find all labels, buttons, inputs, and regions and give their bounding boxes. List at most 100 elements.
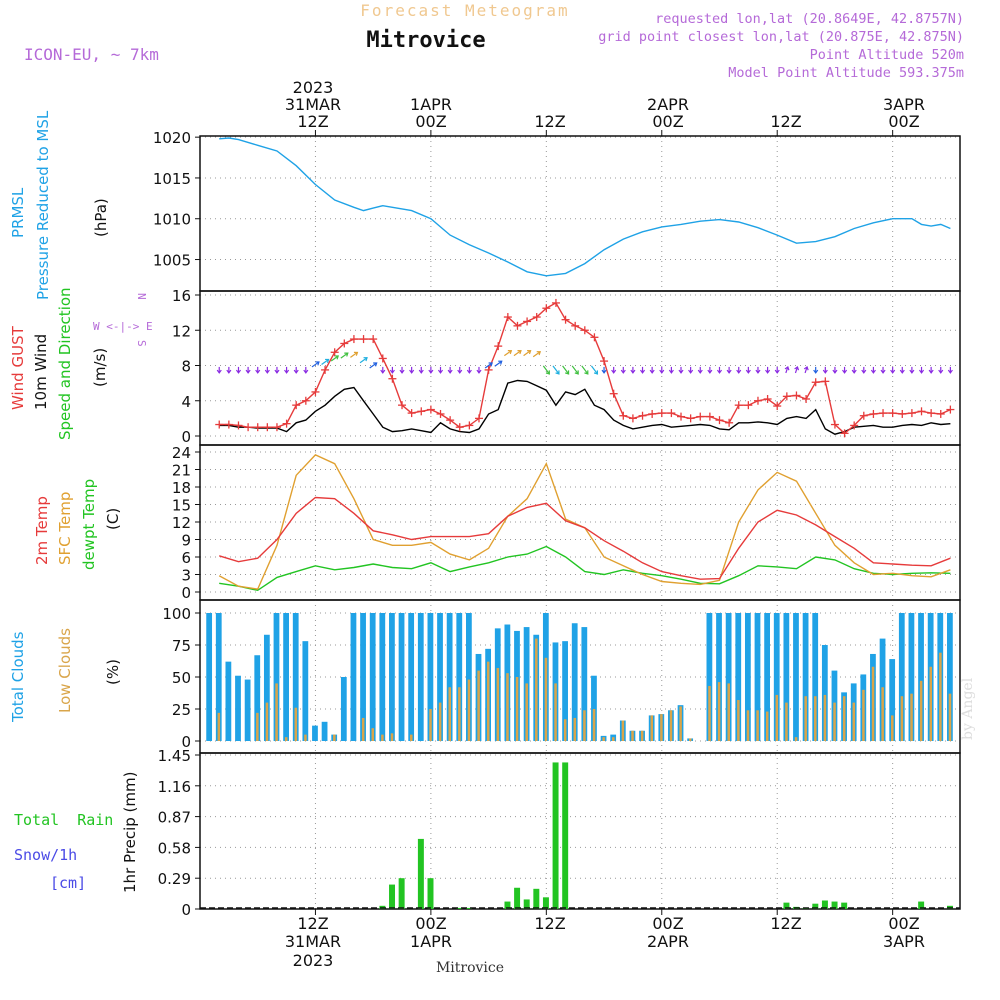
- low-cloud-bar: [631, 730, 634, 741]
- wind-arrow-head: [813, 369, 819, 374]
- total-cloud-bar: [783, 613, 790, 741]
- wind-arrow-head: [918, 369, 925, 374]
- y-tick-label: 0.87: [158, 809, 191, 827]
- pressure-panel-labels: PRMSL Pressure Reduced to MSL (hPa): [9, 110, 110, 300]
- wind-arrow-shaft: [494, 360, 503, 367]
- wind-arrow-head: [909, 369, 915, 374]
- wind-arrow-head: [899, 369, 905, 374]
- wind-arrow-head: [707, 369, 713, 374]
- total-cloud-bar: [215, 613, 222, 741]
- total-cloud-bar: [360, 613, 366, 741]
- rain-bar: [562, 762, 569, 909]
- wind-arrow-head: [593, 370, 599, 375]
- rain-bar: [389, 884, 396, 909]
- compass-south: S: [135, 340, 148, 347]
- wind-arrow-head: [726, 369, 732, 374]
- rain-bar: [523, 899, 530, 909]
- low-cloud-bar: [217, 712, 221, 741]
- temp-2m-line: [218, 496, 951, 580]
- total-cloud-bar: [802, 613, 809, 741]
- wind-arrow-shaft: [359, 357, 368, 364]
- meteogram-title: Forecast Meteogram: [360, 1, 569, 20]
- total-cloud-bar: [706, 613, 713, 741]
- wind-arrow-head: [745, 369, 751, 374]
- total-cloud-bar: [437, 613, 443, 741]
- low-cloud-bar: [573, 717, 577, 741]
- low-cloud-bar: [660, 714, 663, 741]
- low-cloud-bar: [410, 734, 413, 741]
- wind-arrow-head: [947, 369, 953, 374]
- panel-clouds: 100 75 50 25 0: [162, 599, 961, 754]
- low-cloud-bar: [775, 694, 779, 741]
- low-cloud-bar: [371, 728, 375, 741]
- rain-bar: [466, 907, 472, 909]
- y-tick-label: 1.16: [158, 778, 191, 796]
- credit-watermark: by Angel: [960, 677, 976, 740]
- y-tick-label: 1015: [153, 170, 191, 188]
- pressure-label-msl: Pressure Reduced to MSL: [34, 110, 52, 300]
- wind-arrow-head: [488, 362, 493, 367]
- wind-arrow-head: [264, 369, 270, 374]
- total-cloud-bar: [254, 655, 261, 741]
- top-axis-date: 1APR: [410, 95, 452, 114]
- y-tick-label: 24: [172, 444, 191, 462]
- total-cloud-bar: [302, 641, 309, 741]
- total-cloud-bar: [581, 627, 588, 741]
- wind-arrow-head: [678, 369, 684, 374]
- wind-arrow-head: [851, 369, 857, 374]
- wind-arrow-shaft: [503, 350, 512, 357]
- low-cloud-bar: [506, 673, 509, 741]
- panel-frame: [199, 135, 961, 292]
- rain-bar: [514, 887, 521, 909]
- temperature-panel-labels: 2m Temp SFC Temp dewpt Temp (C): [33, 479, 122, 570]
- wind-arrow-head: [498, 360, 503, 365]
- wind-arrow-head: [938, 369, 944, 374]
- wind-arrow-head: [565, 370, 570, 375]
- low-cloud-bar: [688, 738, 692, 741]
- wind-arrow-head: [437, 369, 444, 374]
- wind-arrow-head: [418, 369, 424, 374]
- top-axis-date: 2APR: [647, 95, 689, 114]
- wind-arrow-head: [842, 369, 848, 374]
- y-tick-label: 18: [172, 479, 191, 497]
- top-axis-date: 31MAR: [285, 95, 341, 114]
- precip-panel-labels: Total Rain Snow/1h [cm] 1hr Precip (mm): [14, 772, 139, 893]
- wind-arrow-head: [293, 369, 299, 374]
- low-cloud-bar: [737, 700, 740, 741]
- y-tick-label: 3: [181, 567, 191, 585]
- rain-bar: [821, 900, 828, 909]
- low-cloud-bar: [669, 710, 673, 741]
- y-tick-label: 1010: [153, 211, 191, 229]
- low-cloud-bar: [910, 693, 913, 741]
- wind-arrow-head: [334, 355, 340, 360]
- total-cloud-bar: [918, 613, 924, 741]
- wind-arrow-head: [457, 369, 463, 374]
- wind-arrow-shaft: [571, 365, 579, 375]
- temp-unit: (C): [104, 508, 122, 530]
- total-cloud-bar: [417, 613, 424, 741]
- snow-unit-label: [cm]: [50, 874, 86, 892]
- low-cloud-bar: [381, 734, 384, 741]
- wind-arrow-head: [536, 351, 542, 356]
- low-cloud-bar: [621, 720, 625, 741]
- wind-arrow-head: [235, 369, 242, 374]
- y-tick-label: 1005: [153, 252, 191, 270]
- y-tick-label: 4: [181, 393, 191, 411]
- rain-bar: [427, 878, 434, 909]
- rain-bar: [841, 902, 848, 909]
- low-cloud-bar: [679, 706, 682, 741]
- wind-arrow-head: [476, 369, 482, 374]
- low-cloud-bar: [477, 670, 480, 741]
- total-cloud-bar: [446, 613, 453, 741]
- wind-arrow-head: [255, 369, 261, 374]
- y-tick-label: 1.45: [158, 747, 191, 765]
- wind-arrow-head: [353, 351, 359, 356]
- wind-arrow-head: [832, 369, 838, 374]
- rain-bar: [504, 901, 511, 909]
- wind-arrow-shaft: [542, 365, 550, 375]
- wind-arrow-head: [755, 369, 761, 374]
- total-cloud-bar: [398, 613, 405, 741]
- low-cloud-bar: [304, 734, 307, 741]
- top-axis-hour: 12Z: [770, 112, 801, 131]
